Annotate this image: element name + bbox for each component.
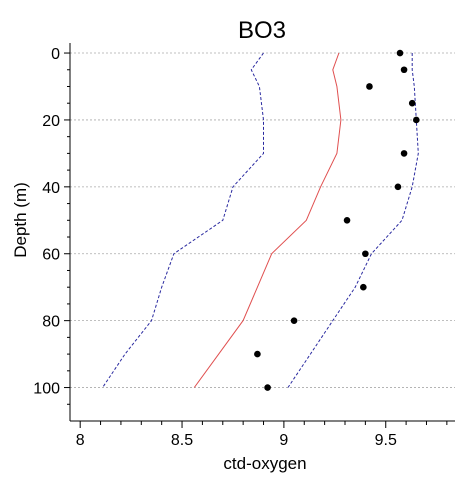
axes: 0 20 40 60 80 100 8 8.5 9 9.5 [33, 43, 455, 449]
grid-lines [70, 52, 455, 388]
y-tick-label: 40 [42, 180, 60, 197]
series-layer [102, 49, 420, 391]
data-point-7 [343, 216, 351, 224]
x-tick-label: 8 [76, 432, 85, 449]
data-point-12 [264, 384, 271, 391]
data-point-10 [290, 317, 298, 324]
data-point-9 [360, 283, 367, 291]
x-tick-label: 8.5 [171, 432, 193, 449]
y-tick-label: 20 [42, 113, 60, 130]
data-point-1 [400, 66, 408, 74]
data-point-6 [394, 183, 402, 191]
bound-line-2 [287, 53, 419, 388]
y-axis-label: Depth (m) [11, 182, 30, 258]
chart-title: BO3 [238, 17, 286, 44]
x-tick-label: 9.5 [375, 432, 397, 449]
y-tick-label: 0 [51, 46, 60, 63]
bound-line-0 [102, 52, 264, 388]
x-axis-label: ctd-oxygen [223, 454, 306, 473]
data-point-0 [396, 49, 404, 57]
data-point-2 [366, 83, 373, 90]
y-tick-label: 100 [33, 381, 60, 398]
x-tick-label: 9 [279, 432, 288, 449]
data-point-11 [254, 350, 261, 358]
y-tick-label: 60 [42, 247, 60, 264]
data-point-5 [400, 150, 408, 157]
data-point-4 [412, 116, 420, 124]
y-tick-label: 80 [42, 314, 60, 331]
median-line-1 [193, 52, 342, 388]
data-point-3 [408, 99, 416, 107]
data-point-8 [362, 250, 369, 258]
